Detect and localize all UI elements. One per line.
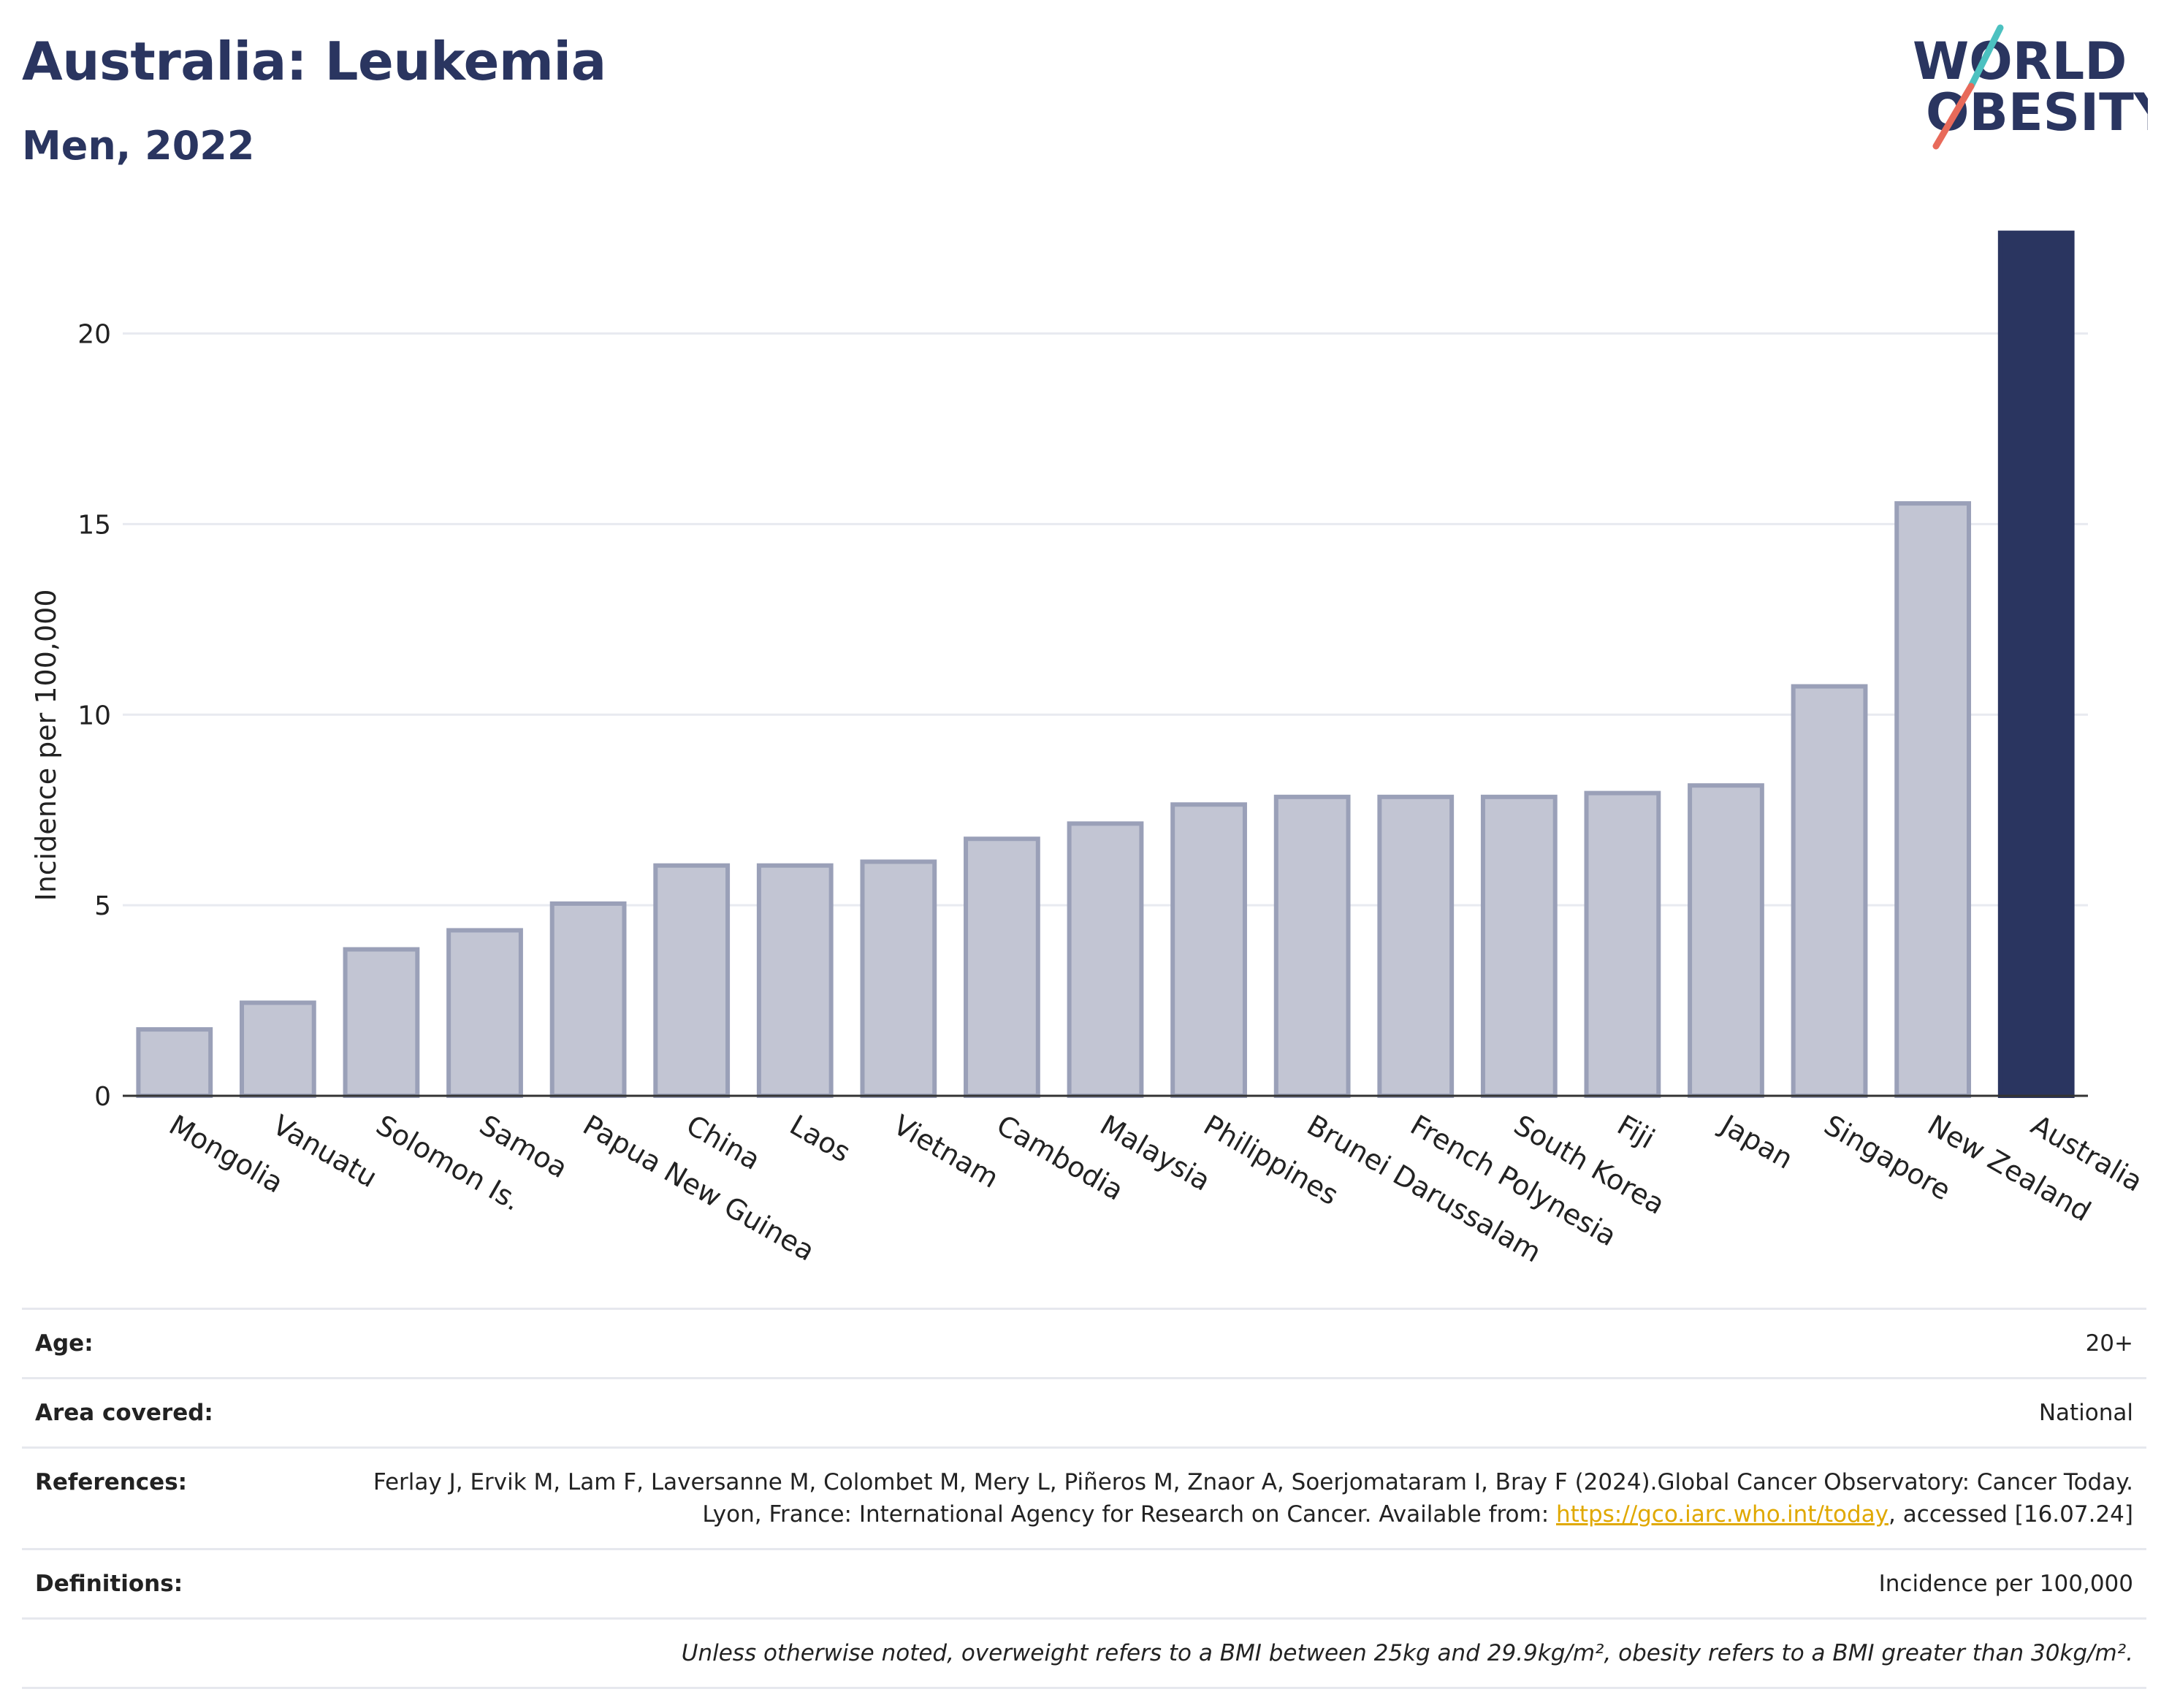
definitions-value: Incidence per 100,000 [1878,1571,2133,1597]
y-tick-label: 15 [77,510,111,540]
bmi-note: Unless otherwise noted, overweight refer… [681,1640,2133,1666]
logo-line-2: OBESITY [1926,83,2148,142]
bar-fiji [1584,790,1661,1098]
bar-malaysia [1067,821,1144,1098]
x-tick-label: Mongolia [164,1109,289,1200]
bar-samoa [446,928,523,1098]
references-tail: , accessed [16.07.24] [1888,1501,2133,1528]
x-tick-label: Fiji [1612,1109,1660,1155]
logo-line-1: WORLD [1913,31,2127,91]
references-value: Ferlay J, Ervik M, Lam F, Laversanne M, … [327,1466,2133,1530]
references-text: Ferlay J, Ervik M, Lam F, Laversanne M, … [373,1469,2133,1528]
bar-solomon-is- [343,947,420,1098]
bar-papua-new-guinea [549,901,627,1098]
references-link[interactable]: https://gco.iarc.who.int/today [1556,1501,1889,1528]
chart-subtitle: Men, 2022 [22,123,255,169]
bar-philippines [1170,802,1247,1098]
age-value: 20+ [2085,1330,2133,1357]
x-tick-label: Japan [1714,1108,1799,1175]
bars [136,230,2075,1099]
definitions-label: Definitions: [35,1571,183,1597]
references-label: References: [35,1469,188,1495]
bar-cambodia [964,836,1040,1099]
bar-singapore [1791,684,1868,1098]
area-value: National [2038,1400,2133,1426]
bar-brunei-darussalam [1273,794,1351,1099]
meta-row-definitions: Definitions: Incidence per 100,000 [22,1548,2146,1617]
y-axis-title: Incidence per 100,000 [30,589,62,901]
meta-row-references: References: Ferlay J, Ervik M, Lam F, La… [22,1446,2146,1548]
x-tick-label: Vanuatu [267,1109,383,1194]
y-tick-label: 5 [94,891,111,921]
age-label: Age: [35,1330,94,1357]
metadata-table: Age: 20+ Area covered: National Referenc… [22,1308,2146,1689]
bar-south-korea [1480,794,1558,1099]
bar-japan [1688,783,1764,1098]
x-tick-label: Laos [785,1109,856,1169]
bar-australia [1997,230,2075,1098]
logo-slash-top [1967,24,2004,90]
area-label: Area covered: [35,1400,213,1426]
bar-vanuatu [239,1000,316,1098]
bar-mongolia [136,1027,213,1098]
y-tick-label: 10 [77,701,111,731]
axes: 0 5 10 15 20 [77,320,2088,1112]
y-tick-label: 20 [77,320,111,350]
bar-vietnam [860,859,937,1098]
meta-row-note: Unless otherwise noted, overweight refer… [22,1617,2146,1689]
chart-title: Australia: Leukemia [22,31,606,92]
bar-new-zealand [1894,501,1972,1098]
world-obesity-logo: WORLD OBESITY [1913,24,2148,150]
y-tick-label: 0 [94,1082,111,1112]
bar-china [653,863,731,1098]
meta-row-area: Area covered: National [22,1377,2146,1446]
bar-french-polynesia [1377,794,1455,1099]
meta-row-age: Age: 20+ [22,1308,2146,1377]
bar-laos [756,863,834,1098]
x-tick-label: Vietnam [888,1109,1004,1194]
logo-slash-bottom [1932,83,1975,150]
